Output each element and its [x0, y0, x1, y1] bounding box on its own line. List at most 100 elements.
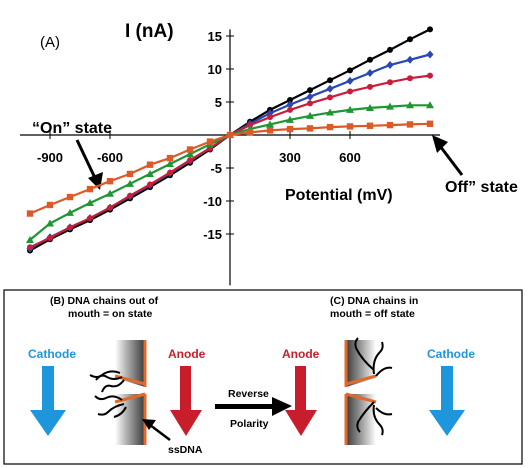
data-point: [307, 100, 313, 107]
data-point: [306, 111, 314, 119]
data-point: [107, 204, 113, 211]
data-point: [366, 122, 374, 129]
series-5: [26, 120, 434, 217]
data-point: [386, 121, 394, 129]
data-point: [347, 67, 353, 74]
data-point: [286, 115, 294, 123]
data-point: [287, 106, 293, 113]
data-point: [126, 170, 134, 178]
data-point: [206, 138, 214, 145]
data-point: [426, 50, 434, 59]
data-point: [127, 192, 133, 199]
on-state-arrow: [75, 139, 103, 190]
data-point: [167, 169, 173, 176]
cathode-left-label: Cathode: [28, 347, 76, 361]
y-tick-label: -5: [210, 161, 222, 176]
data-point: [146, 169, 154, 177]
data-point: [346, 123, 354, 130]
cathode-right-arrow: [429, 366, 465, 436]
data-point: [166, 160, 174, 168]
data-point: [326, 123, 334, 131]
axes: -900 -600 300 600 -15 -10 -5 5 10 15: [20, 29, 440, 286]
data-point: [106, 178, 114, 185]
ssdna-arrow: [142, 419, 171, 441]
data-point: [287, 97, 293, 104]
data-point: [426, 101, 434, 109]
data-point: [386, 61, 394, 70]
schematic-frame: [3, 289, 523, 465]
data-point: [66, 208, 74, 216]
data-point: [346, 105, 354, 113]
x-tick-label: -900: [37, 150, 63, 165]
data-point: [47, 234, 53, 241]
data-point: [86, 198, 94, 206]
data-point: [266, 120, 274, 128]
x-axis-label: Potential (mV): [285, 187, 393, 204]
data-point: [66, 193, 74, 201]
data-point: [307, 87, 313, 94]
panel-b-title2: mouth = on state: [68, 308, 152, 320]
pore-b: [89, 340, 147, 445]
on-state-label: “On” state: [32, 120, 112, 137]
y-axis-label: I (nA): [125, 21, 174, 42]
data-point: [306, 125, 314, 132]
data-point: [387, 46, 393, 53]
data-point: [187, 157, 193, 164]
anode-right-arrow: [285, 366, 317, 436]
data-point: [106, 189, 114, 197]
data-point: [86, 185, 94, 193]
panel-b-title: (B) DNA chains out of: [50, 295, 159, 307]
data-point: [186, 146, 194, 153]
data-point: [427, 72, 433, 79]
data-point: [46, 219, 54, 227]
data-point: [367, 83, 373, 90]
data-point: [326, 84, 334, 93]
data-point: [266, 127, 274, 134]
panel-label-a: (A): [40, 34, 60, 51]
data-point: [366, 103, 374, 111]
data-point: [146, 161, 154, 168]
iv-chart: (A) I (nA) Potential (mV) “On” state Off…: [20, 21, 518, 286]
data-point: [26, 235, 34, 243]
reverse-polarity-arrow: [215, 397, 292, 416]
data-point: [406, 101, 414, 109]
data-point: [347, 88, 353, 95]
data-point: [427, 26, 433, 33]
data-point: [226, 131, 234, 139]
data-point: [327, 94, 333, 101]
cathode-left-arrow: [30, 366, 66, 436]
data-point: [26, 210, 34, 217]
data-point: [366, 68, 374, 77]
x-tick-label: 300: [279, 150, 301, 165]
data-point: [46, 201, 54, 209]
data-point: [327, 77, 333, 84]
data-point: [87, 215, 93, 222]
panel-c-title2: mouth = off state: [330, 308, 415, 320]
off-state-arrow: [432, 135, 464, 176]
anode-left-label: Anode: [168, 347, 206, 361]
data-point: [367, 56, 373, 63]
x-tick-label: 600: [339, 150, 361, 165]
reverse-label: Reverse: [228, 388, 269, 400]
data-point: [186, 150, 194, 158]
y-tick-label: -15: [203, 227, 222, 242]
data-point: [407, 36, 413, 43]
data-point: [67, 224, 73, 231]
data-point: [426, 120, 434, 127]
data-point: [346, 76, 354, 85]
data-point: [126, 179, 134, 187]
data-point: [166, 154, 174, 162]
y-tick-label: 10: [208, 62, 222, 77]
data-point: [326, 108, 334, 116]
data-point: [386, 102, 394, 110]
pore-c: [344, 337, 393, 445]
ssdna-label: ssDNA: [168, 444, 203, 456]
data-point: [407, 75, 413, 82]
y-tick-label: 15: [208, 29, 222, 44]
data-point: [267, 114, 273, 121]
y-tick-label: 5: [215, 95, 222, 110]
data-point: [387, 79, 393, 86]
y-tick-label: -10: [203, 194, 222, 209]
data-point: [286, 125, 294, 133]
